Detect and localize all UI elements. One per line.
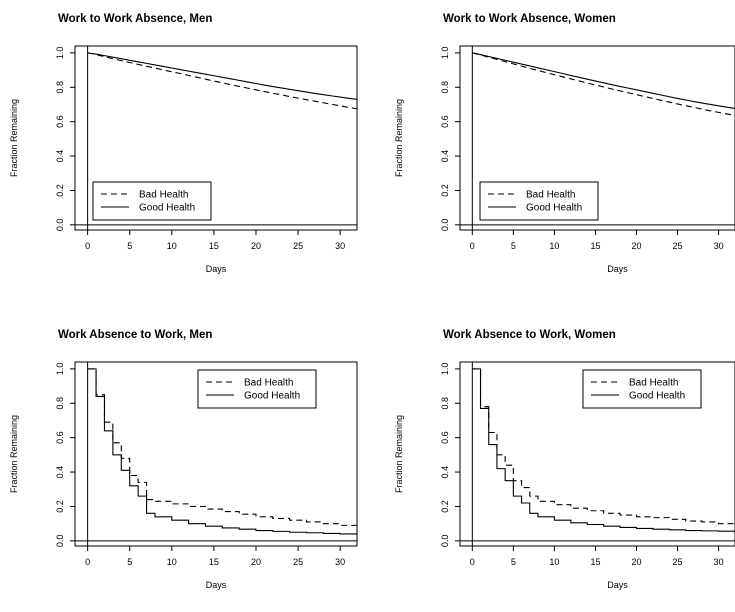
x-axis-label: Days <box>206 580 227 590</box>
x-tick-label: 10 <box>549 241 559 251</box>
legend-box <box>197 369 317 409</box>
panel-absence-to-work-men: Work Absence to Work, Men 0 5 10 15 20 25 30 0.0… <box>9 329 358 590</box>
y-tick-label: 0.6 <box>55 115 65 128</box>
series-good-health-line <box>87 52 357 100</box>
x-tick-label: 30 <box>714 241 724 251</box>
x-tick-label: 30 <box>714 557 724 567</box>
x-tick-label: 5 <box>127 557 132 567</box>
x-tick-label: 25 <box>673 241 683 251</box>
y-tick-label: 0.2 <box>440 184 450 197</box>
legend-label: Good Health <box>629 391 685 402</box>
y-tick-label: 0.0 <box>55 535 65 548</box>
chart-title: Work Absence to Work, Women <box>443 329 616 341</box>
x-tick-label: 25 <box>293 241 303 251</box>
x-tick-label: 25 <box>293 557 303 567</box>
x-tick-label: 5 <box>511 557 516 567</box>
series-good-health-line <box>472 368 735 532</box>
y-tick-label: 0.2 <box>55 184 65 197</box>
x-tick-label: 20 <box>251 557 261 567</box>
legend-box <box>92 181 212 221</box>
x-tick-label: 0 <box>470 241 475 251</box>
y-axis-label: Fraction Remaining <box>394 99 404 177</box>
x-tick-label: 0 <box>85 557 90 567</box>
y-tick-label: 0.8 <box>55 81 65 94</box>
legend-label: Good Health <box>139 203 195 214</box>
x-tick-label: 30 <box>335 557 345 567</box>
chart-title: Work to Work Absence, Men <box>58 13 212 25</box>
y-tick-label: 0.6 <box>55 431 65 444</box>
y-tick-label: 1.0 <box>55 47 65 60</box>
legend-label: Good Health <box>526 203 582 214</box>
series-bad-health-line <box>87 52 357 110</box>
x-tick-label: 10 <box>167 557 177 567</box>
panel-work-to-absence-men: Work to Work Absence, Men 0 5 10 15 20 25 30 0.0… <box>9 13 358 274</box>
panel-absence-to-work-women: Work Absence to Work, Women 0 5 10 15 20 25 30 0… <box>394 329 735 590</box>
x-tick-label: 10 <box>167 241 177 251</box>
y-tick-label: 0.0 <box>440 219 450 232</box>
x-axis-label: Days <box>607 264 628 274</box>
plot-frame <box>74 361 358 547</box>
y-tick-label: 0.6 <box>440 431 450 444</box>
plot-frame <box>459 361 735 547</box>
series-good-health-line <box>87 368 357 535</box>
legend-box <box>479 181 599 221</box>
y-axis-label: Fraction Remaining <box>9 99 19 177</box>
x-axis-label: Days <box>206 264 227 274</box>
y-axis-label: Fraction Remaining <box>394 415 404 493</box>
y-tick-label: 1.0 <box>440 363 450 376</box>
panel-work-to-absence-women: Work to Work Absence, Women 0 5 10 15 20 25 30 0… <box>394 13 735 274</box>
y-tick-label: 0.0 <box>440 535 450 548</box>
chart-title: Work to Work Absence, Women <box>443 13 616 25</box>
x-tick-label: 15 <box>209 557 219 567</box>
legend-box <box>582 369 702 409</box>
legend-label: Bad Health <box>526 190 575 201</box>
y-tick-label: 0.4 <box>55 466 65 479</box>
y-tick-label: 0.8 <box>55 397 65 410</box>
y-tick-label: 0.4 <box>440 150 450 163</box>
x-tick-label: 20 <box>631 557 641 567</box>
legend-label: Bad Health <box>244 378 293 389</box>
y-tick-label: 0.8 <box>440 81 450 94</box>
x-tick-label: 30 <box>335 241 345 251</box>
series-bad-health-line <box>472 368 735 525</box>
legend-label: Bad Health <box>139 190 188 201</box>
x-tick-label: 15 <box>590 241 600 251</box>
legend-label: Bad Health <box>629 378 678 389</box>
series-bad-health-line <box>87 368 357 528</box>
chart-title: Work Absence to Work, Men <box>58 329 212 341</box>
series-good-health-line <box>472 52 735 109</box>
x-tick-label: 15 <box>590 557 600 567</box>
y-tick-label: 0.8 <box>440 397 450 410</box>
x-tick-label: 10 <box>549 557 559 567</box>
y-tick-label: 0.0 <box>55 219 65 232</box>
x-tick-label: 15 <box>209 241 219 251</box>
y-tick-label: 1.0 <box>440 47 450 60</box>
y-tick-label: 1.0 <box>55 363 65 376</box>
y-tick-label: 0.6 <box>440 115 450 128</box>
x-tick-label: 0 <box>85 241 90 251</box>
x-tick-label: 5 <box>127 241 132 251</box>
y-tick-label: 0.2 <box>55 500 65 513</box>
y-tick-label: 0.4 <box>440 466 450 479</box>
y-tick-label: 0.2 <box>440 500 450 513</box>
y-tick-label: 0.4 <box>55 150 65 163</box>
x-tick-label: 20 <box>251 241 261 251</box>
legend-label: Good Health <box>244 391 300 402</box>
plot-frame <box>459 45 735 231</box>
series-bad-health-line <box>472 52 735 117</box>
x-tick-label: 0 <box>470 557 475 567</box>
x-axis-label: Days <box>607 580 628 590</box>
x-tick-label: 20 <box>631 241 641 251</box>
x-tick-label: 5 <box>511 241 516 251</box>
x-tick-label: 25 <box>673 557 683 567</box>
y-axis-label: Fraction Remaining <box>9 415 19 493</box>
plot-frame <box>74 45 358 231</box>
